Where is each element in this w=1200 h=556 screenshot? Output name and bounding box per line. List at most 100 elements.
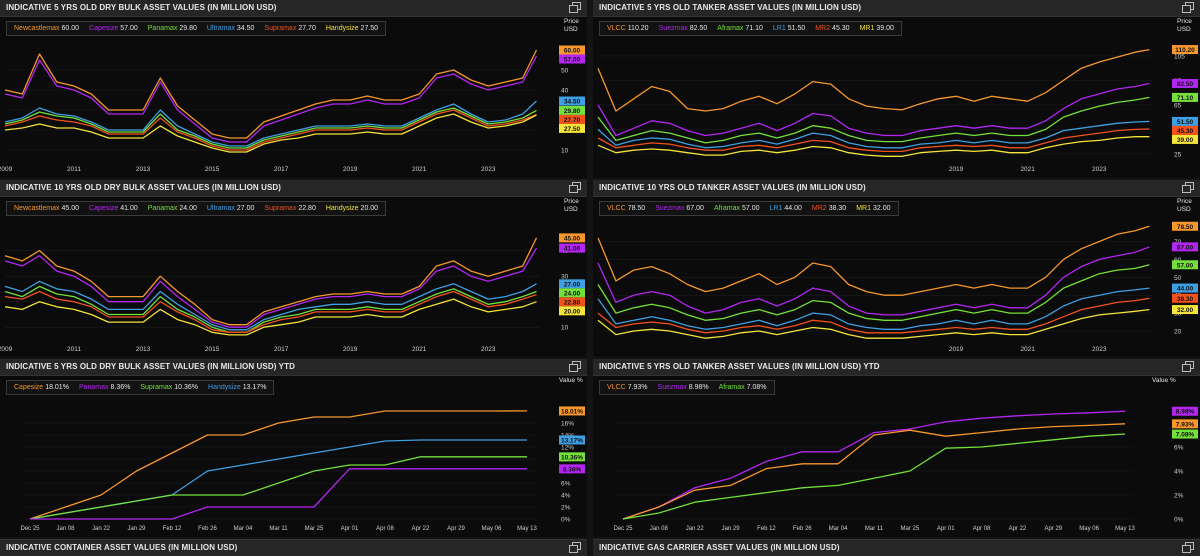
legend-item-suezmax[interactable]: Suezmax 82.50 — [658, 25, 708, 32]
x-tick-label: 2009 — [0, 166, 13, 173]
x-tick-label: Feb 26 — [198, 526, 217, 532]
legend-item-capesize[interactable]: Capesize 57.00 — [89, 25, 138, 32]
y-tick-label: 50 — [1174, 275, 1182, 282]
legend-item-ultramax[interactable]: Ultramax 34.50 — [206, 25, 255, 32]
chart-legend: Newcastlemax 60.00 Capesize 57.00 Panamax 2… — [6, 21, 387, 36]
end-label-lr1: 44.00 — [1177, 286, 1194, 293]
legend-item-lr1[interactable]: LR1 44.00 — [769, 205, 802, 212]
legend-item-panamax[interactable]: Panamax 8.36% — [78, 384, 131, 391]
legend-item-handysize[interactable]: Handysize 27.50 — [325, 25, 379, 32]
x-tick-label: 2017 — [274, 346, 289, 353]
legend-item-supramax[interactable]: Supramax 10.36% — [140, 384, 199, 391]
end-label-box-newcastlemax — [559, 233, 585, 243]
legend-item-handysize[interactable]: Handysize 20.00 — [325, 205, 379, 212]
end-label-box-lr1 — [1172, 283, 1198, 293]
x-tick-label: Apr 08 — [973, 526, 991, 532]
legend-item-vlcc[interactable]: VLCC 78.50 — [607, 205, 646, 212]
x-tick-label: Apr 01 — [937, 526, 955, 532]
x-tick-label: 2011 — [67, 346, 81, 353]
expand-icon[interactable] — [1182, 542, 1194, 553]
expand-icon[interactable] — [569, 361, 581, 372]
legend-item-panamax[interactable]: Panamax 29.80 — [147, 25, 197, 32]
legend-item-aframax[interactable]: Aframax 7.08% — [718, 384, 767, 391]
legend-item-aframax[interactable]: Aframax 57.00 — [713, 205, 760, 212]
series-line-vlcc — [597, 225, 1150, 296]
y-tick-label: 4% — [1174, 469, 1184, 476]
series-line-panamax — [4, 285, 537, 333]
expand-icon[interactable] — [569, 2, 581, 13]
legend-item-handysize[interactable]: Handysize 13.17% — [208, 384, 267, 391]
y-tick-label: 65 — [1174, 102, 1182, 109]
end-label-panamax: 8.36% — [563, 466, 582, 473]
y-tick-label: 30 — [561, 274, 569, 281]
x-tick-label: Mar 11 — [865, 526, 884, 532]
x-tick-label: Jan 29 — [127, 526, 146, 532]
panel-title: INDICATIVE 5 YRS OLD TANKER ASSET VALUES… — [599, 3, 862, 12]
series-line-capesize — [4, 55, 538, 143]
legend-item-mr1[interactable]: MR1 32.00 — [856, 205, 891, 212]
end-label-panamax: 24.00 — [564, 290, 581, 297]
panel-title: INDICATIVE 5 YRS OLD TANKER ASSET VALUES… — [599, 362, 880, 371]
y-tick-label: 0% — [561, 517, 571, 524]
legend-item-vlcc[interactable]: VLCC 7.93% — [607, 384, 648, 391]
y-tick-label: 10 — [561, 148, 569, 155]
line-chart: 1020304050200920112013201520172019202120… — [0, 45, 585, 173]
end-label-box-panamax — [559, 464, 585, 474]
panel-5yr-tanker: INDICATIVE 5 YRS OLD TANKER ASSET VALUES… — [593, 0, 1200, 178]
y-tick-label: 105 — [1174, 53, 1185, 60]
legend-item-lr1[interactable]: LR1 51.50 — [772, 25, 806, 32]
y-tick-label: 0% — [1174, 517, 1184, 524]
legend-item-suezmax[interactable]: Suezmax 67.00 — [655, 205, 704, 212]
x-tick-label: Mar 04 — [234, 526, 253, 532]
panel-title: INDICATIVE CONTAINER ASSET VALUES (IN MI… — [6, 543, 238, 552]
end-label-box-mr2 — [1172, 293, 1198, 303]
legend-item-supramax[interactable]: Supramax 22.80 — [264, 205, 316, 212]
end-label-vlcc: 7.93% — [1176, 421, 1195, 428]
end-label-mr2: 38.30 — [1177, 296, 1194, 303]
end-label-box-suezmax — [1172, 406, 1198, 416]
panel-10yr-drybulk: INDICATIVE 10 YRS OLD DRY BULK ASSET VAL… — [0, 180, 587, 357]
end-label-box-panamax — [559, 105, 585, 115]
legend-item-supramax[interactable]: Supramax 27.70 — [264, 25, 316, 32]
series-line-capesize — [29, 410, 528, 520]
legend-item-mr2[interactable]: MR2 38.30 — [811, 205, 847, 212]
legend-item-aframax[interactable]: Aframax 71.10 — [717, 25, 763, 32]
legend-item-capesize[interactable]: Capesize 18.01% — [14, 384, 69, 391]
legend-item-newcastlemax[interactable]: Newcastlemax 60.00 — [14, 25, 80, 32]
legend-item-mr2[interactable]: MR2 45.30 — [815, 25, 850, 32]
x-tick-label: Apr 29 — [1044, 526, 1062, 532]
panel-title: INDICATIVE GAS CARRIER ASSET VALUES (IN … — [599, 543, 840, 552]
end-label-capesize: 57.00 — [564, 57, 581, 64]
expand-icon[interactable] — [1182, 361, 1194, 372]
legend-item-suezmax[interactable]: Suezmax 8.98% — [657, 384, 709, 391]
x-tick-label: 2023 — [1092, 346, 1107, 353]
chart-legend: VLCC 78.50 Suezmax 67.00 Aframax 57.00 LR1 4… — [599, 201, 899, 216]
x-tick-label: 2019 — [343, 346, 358, 353]
series-line-aframax — [597, 264, 1150, 321]
line-chart: 25456585105201920212023110.2082.5071.105… — [597, 45, 1198, 173]
x-tick-label: 2021 — [412, 166, 427, 173]
expand-icon[interactable] — [569, 182, 581, 193]
legend-item-capesize[interactable]: Capesize 41.00 — [89, 205, 138, 212]
x-tick-label: Apr 22 — [1009, 526, 1027, 532]
x-tick-label: 2021 — [1020, 346, 1035, 353]
legend-item-mr1[interactable]: MR1 39.00 — [859, 25, 894, 32]
x-tick-label: May 06 — [482, 526, 502, 532]
series-line-mr1 — [597, 136, 1150, 157]
legend-item-panamax[interactable]: Panamax 24.00 — [147, 205, 197, 212]
panel-tanker-ytd: INDICATIVE 5 YRS OLD TANKER ASSET VALUES… — [593, 359, 1200, 537]
end-label-box-supramax — [559, 297, 585, 307]
expand-icon[interactable] — [1182, 2, 1194, 13]
end-label-aframax: 7.08% — [1176, 432, 1195, 439]
end-label-supramax: 10.36% — [561, 454, 583, 461]
expand-icon[interactable] — [569, 542, 581, 553]
legend-item-ultramax[interactable]: Ultramax 27.00 — [206, 205, 255, 212]
y-tick-label: 40 — [561, 88, 569, 95]
legend-item-newcastlemax[interactable]: Newcastlemax 45.00 — [14, 205, 80, 212]
end-label-handysize: 20.00 — [564, 308, 581, 315]
series-line-ultramax — [4, 100, 537, 147]
expand-icon[interactable] — [1182, 182, 1194, 193]
end-label-handysize: 27.50 — [564, 126, 581, 133]
legend-item-vlcc[interactable]: VLCC 110.20 — [607, 25, 649, 32]
panel-5yr-drybulk: INDICATIVE 5 YRS OLD DRY BULK ASSET VALU… — [0, 0, 587, 178]
